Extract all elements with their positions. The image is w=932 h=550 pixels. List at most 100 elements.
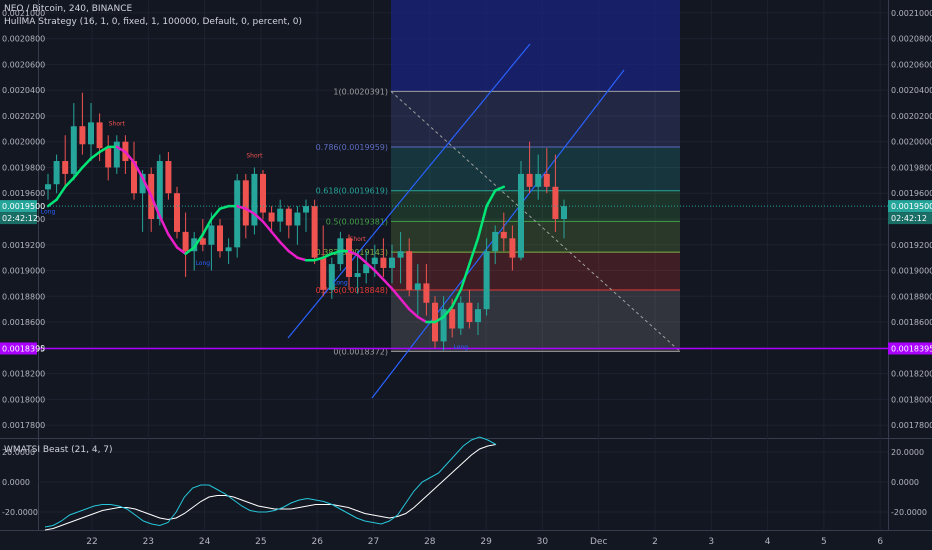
hull-ma-segment (81, 157, 93, 169)
candle-down (96, 122, 103, 149)
fib-level-label: 0.786(0.0019959) (316, 143, 388, 152)
time-tick: 27 (368, 537, 379, 547)
countdown-left: 02:42:12 (2, 214, 38, 223)
price-tick-left: 0.0018000 (2, 395, 45, 404)
candle-down (165, 161, 172, 194)
candle-down (182, 231, 189, 252)
fib-zone (391, 190, 680, 222)
hull-ma-segment (270, 230, 282, 244)
hull-ma-segment (244, 207, 256, 216)
fib-level-label: 0.618(0.0019619) (316, 187, 388, 196)
candle-up (251, 173, 258, 226)
candle-down (79, 126, 86, 145)
price-tick-left: 0.0018600 (2, 318, 45, 327)
hull-ma-segment (321, 252, 334, 259)
price-tick-right: 0.0019600 (891, 189, 932, 198)
price-tick-left: 0.0018800 (2, 292, 45, 301)
price-tick-left: 0.0019000 (2, 267, 45, 276)
fib-trend-line (390, 90, 681, 352)
fib-level-label: 1(0.0020391) (333, 87, 388, 96)
price-tick-right: 0.0017800 (891, 421, 932, 430)
price-tick-right: 0.0018000 (891, 395, 932, 404)
indicator-tick-right: 0.0000 (891, 478, 919, 487)
hull-ma-segment (476, 204, 488, 240)
candle-up (414, 283, 421, 290)
short-signal-label: Short (350, 236, 367, 243)
candle-up (113, 141, 120, 168)
level-label-right: 0.0018395 (891, 344, 932, 353)
candle-up (354, 273, 361, 277)
candle-up (492, 231, 499, 252)
candle-up (53, 161, 60, 185)
hull-ma-segment (442, 305, 454, 319)
price-label-right: 0.0019500 (891, 202, 932, 211)
hull-ma-segment (158, 215, 170, 236)
hull-ma-segment (356, 253, 368, 265)
price-tick-right: 0.0020400 (891, 86, 932, 95)
price-label-left: 0.0019500 (2, 202, 45, 211)
candle-down (260, 173, 266, 213)
short-signal-label: Short (246, 152, 263, 159)
candle-down (346, 238, 352, 277)
hull-ma-segment (459, 262, 471, 292)
channel-upper-line (287, 43, 531, 339)
hull-ma-segment (98, 145, 110, 154)
hull-ma-segment (175, 246, 187, 256)
price-tick-left: 0.0020600 (2, 60, 45, 69)
candle-down (105, 148, 112, 168)
hull-ma-segment (115, 145, 127, 154)
hull-ma-segment (261, 220, 273, 234)
candle-down (500, 231, 507, 239)
indicator-tick-left: 20.0000 (2, 448, 35, 457)
hull-ma-segment (433, 315, 445, 324)
tsi-line (44, 436, 497, 528)
hull-ma-segment (132, 161, 144, 180)
hull-ma-segment (55, 185, 67, 201)
fib-level-label: 0(0.0018372) (333, 347, 388, 356)
time-tick: 30 (537, 537, 549, 547)
time-tick: 4 (765, 537, 771, 547)
candle-up (139, 173, 146, 194)
time-tick: 23 (143, 537, 154, 547)
candle-down (174, 193, 180, 232)
symbol-legend[interactable]: NEO / Bitcoin, 240, BINANCE (4, 4, 133, 14)
hull-ma-segment (46, 198, 58, 208)
hull-ma-segment (235, 204, 248, 210)
candle-up (191, 238, 198, 252)
price-tick-right: 0.0021000 (891, 9, 932, 18)
hull-ma-segment (390, 287, 402, 301)
level-label-right-bg (888, 342, 932, 355)
hull-ma-segment (167, 233, 179, 249)
candle-down (285, 208, 292, 226)
candle-up (475, 309, 481, 323)
countdown-left-bg (0, 212, 37, 225)
fib-level-label: 0.5(0.0019381) (326, 217, 388, 226)
hull-ma-segment (201, 217, 213, 236)
hull-ma-segment (89, 150, 101, 160)
fib-zone (391, 221, 680, 253)
time-tick: 24 (199, 537, 211, 547)
hull-ma-segment (347, 249, 359, 257)
candle-up (397, 251, 404, 258)
candle-up (234, 180, 241, 248)
indicator-tick-right: 20.0000 (891, 448, 924, 457)
hull-ma-segment (141, 176, 153, 198)
time-tick: 22 (86, 537, 97, 547)
hull-ma-segment (407, 307, 420, 319)
countdown-right-bg (888, 212, 932, 225)
price-tick-right: 0.0018200 (891, 370, 932, 379)
price-tick-right: 0.0019800 (891, 163, 932, 172)
strategy-legend[interactable]: HullMA Strategy (16, 1, 0, fixed, 1, 100… (4, 17, 302, 27)
candle-up (328, 264, 335, 290)
candle-down (217, 225, 223, 252)
candle-up (225, 247, 232, 252)
hull-ma-segment (287, 249, 299, 259)
hull-ma-segment (493, 185, 506, 192)
indicator-legend[interactable]: WMATSI Beast (21, 4, 7) (4, 445, 113, 455)
price-tick-right: 0.0020200 (891, 112, 932, 121)
price-tick-left: 0.0020000 (2, 138, 45, 147)
candle-up (535, 173, 542, 187)
tsi-signal-line (44, 444, 497, 531)
